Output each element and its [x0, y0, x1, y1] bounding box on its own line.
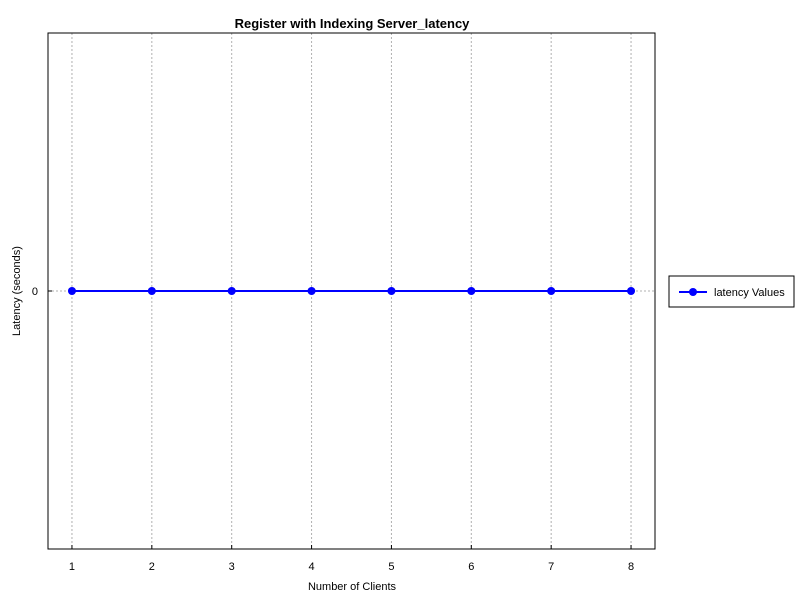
- data-point: [387, 287, 396, 295]
- legend-label: latency Values: [714, 287, 785, 299]
- x-tick-label: 7: [548, 561, 554, 573]
- data-point: [547, 287, 556, 295]
- x-tick-label: 4: [309, 561, 315, 573]
- x-tick-label: 1: [69, 561, 75, 573]
- x-tick-label: 2: [149, 561, 155, 573]
- data-point: [227, 287, 236, 295]
- legend: latency Values: [668, 275, 795, 308]
- series-group: [67, 287, 636, 295]
- data-point: [467, 287, 476, 295]
- x-axis-label: Number of Clients: [308, 581, 397, 593]
- y-axis-ticks: 0: [32, 286, 52, 298]
- data-point: [627, 287, 636, 295]
- x-tick-label: 5: [388, 561, 394, 573]
- data-point: [67, 287, 76, 295]
- data-point: [307, 287, 316, 295]
- x-axis-ticks: 1 2 3 4 5 6 7 8: [69, 545, 634, 573]
- x-tick-label: 8: [628, 561, 634, 573]
- y-axis-label: Latency (seconds): [11, 246, 23, 336]
- legend-marker: [689, 288, 697, 296]
- x-tick-label: 6: [468, 561, 474, 573]
- chart-title: Register with Indexing Server_latency: [235, 16, 471, 31]
- data-point: [147, 287, 156, 295]
- y-tick-label: 0: [32, 286, 38, 298]
- x-tick-label: 3: [229, 561, 235, 573]
